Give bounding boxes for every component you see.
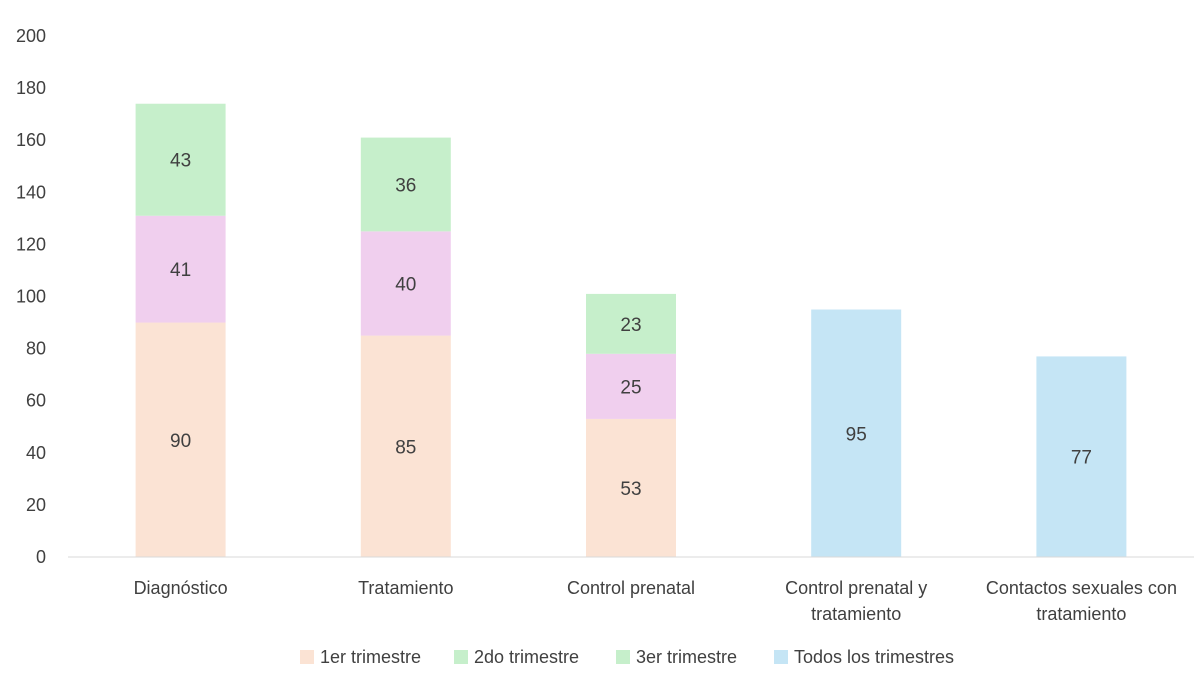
y-tick-label: 100 xyxy=(16,287,46,307)
data-label: 90 xyxy=(170,431,191,452)
x-tick-label: tratamiento xyxy=(811,604,901,624)
data-label: 43 xyxy=(170,151,191,172)
legend-swatch xyxy=(454,650,468,664)
bar-segment xyxy=(586,293,676,354)
x-tick-label: Control prenatal xyxy=(567,578,695,598)
y-tick-label: 0 xyxy=(36,547,46,567)
bar-segment xyxy=(135,322,226,557)
data-label: 36 xyxy=(395,175,416,196)
bar-segment xyxy=(586,418,676,557)
y-tick-label: 60 xyxy=(26,391,46,411)
y-tick-label: 200 xyxy=(16,26,46,46)
y-tick-label: 160 xyxy=(16,130,46,150)
bar-segment xyxy=(586,353,676,419)
legend-swatch xyxy=(616,650,630,664)
x-tick-label: Diagnóstico xyxy=(134,578,228,598)
bars xyxy=(135,103,1127,557)
data-labels: 90 41 43 85 40 36 53 25 23 95 77 xyxy=(170,151,1092,500)
bar-segment xyxy=(1036,356,1127,557)
y-tick-label: 180 xyxy=(16,78,46,98)
y-tick-label: 120 xyxy=(16,234,46,254)
bar-segment xyxy=(811,309,902,557)
data-label: 23 xyxy=(620,315,641,336)
legend-label: 1er trimestre xyxy=(320,647,421,667)
y-axis: 0 20 40 60 80 100 120 140 160 180 200 xyxy=(16,26,46,567)
data-label: 85 xyxy=(395,437,416,458)
legend: 1er trimestre 2do trimestre 3er trimestre T… xyxy=(300,647,954,667)
x-tick-label: Control prenatal y xyxy=(785,578,927,598)
bar-segment xyxy=(360,231,451,336)
legend-swatch xyxy=(774,650,788,664)
legend-label: 3er trimestre xyxy=(636,647,737,667)
data-label: 41 xyxy=(170,260,191,281)
y-tick-label: 80 xyxy=(26,339,46,359)
data-label: 25 xyxy=(620,377,641,398)
bar-segment xyxy=(360,335,451,557)
bar-segment xyxy=(360,137,451,232)
bar-segment xyxy=(135,215,226,323)
data-label: 40 xyxy=(395,274,416,295)
y-tick-label: 140 xyxy=(16,182,46,202)
data-label: 95 xyxy=(846,424,867,445)
x-tick-label: Tratamiento xyxy=(358,578,453,598)
data-label: 77 xyxy=(1071,448,1092,469)
y-tick-label: 40 xyxy=(26,443,46,463)
legend-label: 2do trimestre xyxy=(474,647,579,667)
x-tick-label: tratamiento xyxy=(1036,604,1126,624)
legend-label: Todos los trimestres xyxy=(794,647,954,667)
x-axis: Diagnóstico Tratamiento Control prenatal Co… xyxy=(134,578,1177,624)
legend-swatch xyxy=(300,650,314,664)
data-label: 53 xyxy=(620,479,641,500)
x-tick-label: Contactos sexuales con xyxy=(986,578,1177,598)
bar-segment xyxy=(135,103,226,216)
y-tick-label: 20 xyxy=(26,495,46,515)
